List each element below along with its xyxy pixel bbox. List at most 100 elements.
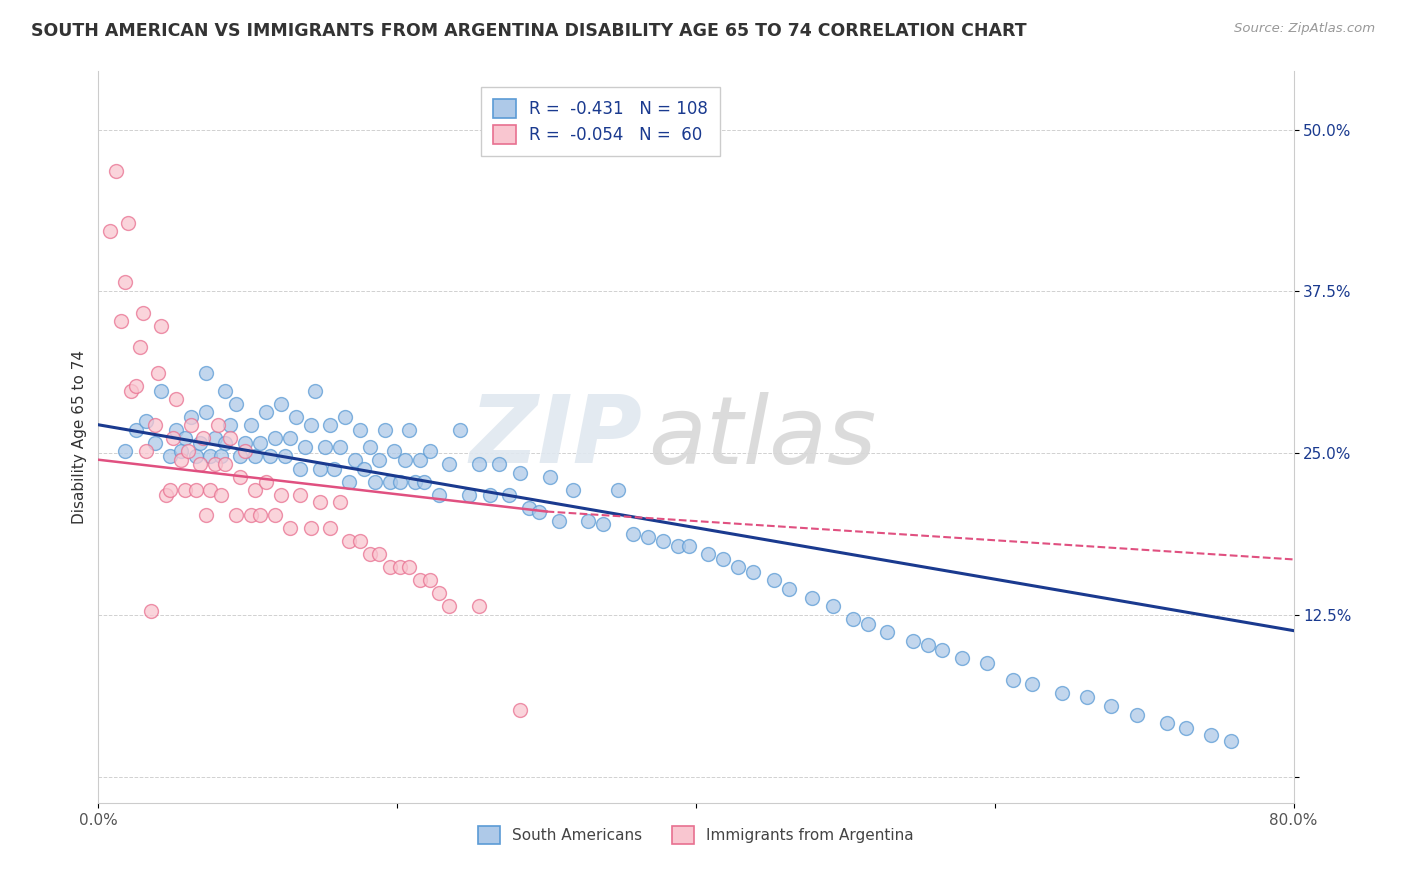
Point (727, 560, 749, 574)
Point (263, 508, 285, 523)
Point (856, 617, 879, 632)
Point (1001, 673, 1024, 687)
Point (592, 517, 614, 532)
Point (419, 443, 441, 458)
Point (274, 449, 297, 463)
Point (263, 431, 285, 445)
Point (398, 560, 420, 574)
Point (498, 488, 520, 502)
Point (225, 508, 247, 523)
Text: ZIP: ZIP (470, 391, 643, 483)
Point (842, 612, 865, 626)
Point (299, 417, 322, 432)
Point (249, 436, 271, 450)
Point (191, 431, 214, 445)
Point (349, 423, 371, 437)
Point (233, 436, 256, 450)
Text: Source: ZipAtlas.com: Source: ZipAtlas.com (1234, 22, 1375, 36)
Point (195, 405, 218, 419)
Point (304, 384, 326, 398)
Point (98, 224, 122, 238)
Point (404, 475, 426, 489)
Point (329, 495, 352, 509)
Point (378, 560, 401, 574)
Point (697, 547, 720, 561)
Point (294, 440, 316, 454)
Point (180, 417, 202, 432)
Point (413, 475, 436, 489)
Point (339, 475, 361, 489)
Point (169, 452, 191, 467)
Point (319, 417, 342, 432)
Point (368, 452, 391, 467)
Point (288, 462, 311, 476)
Point (353, 462, 375, 476)
Point (114, 276, 136, 290)
Point (254, 405, 277, 419)
Point (150, 319, 173, 334)
Point (209, 449, 232, 463)
Point (125, 423, 148, 437)
Point (621, 526, 644, 541)
Point (204, 431, 226, 445)
Point (278, 431, 301, 445)
Point (1219, 733, 1241, 747)
Point (308, 462, 330, 476)
Point (389, 475, 412, 489)
Point (319, 521, 342, 535)
Point (359, 547, 381, 561)
Point (219, 431, 242, 445)
Point (488, 457, 510, 471)
Point (678, 540, 700, 554)
Point (344, 452, 367, 467)
Point (408, 573, 430, 587)
Point (105, 164, 128, 178)
Point (254, 475, 277, 489)
Point (801, 591, 824, 606)
Point (184, 483, 207, 497)
Point (439, 599, 461, 613)
Point (278, 521, 301, 535)
Point (239, 417, 262, 432)
Point (917, 638, 939, 652)
Point (184, 449, 207, 463)
Point (329, 440, 352, 454)
Point (135, 443, 157, 458)
Point (778, 582, 800, 597)
Y-axis label: Disability Age 65 to 74: Disability Age 65 to 74 (72, 350, 87, 524)
Point (214, 457, 236, 471)
Point (249, 508, 271, 523)
Point (950, 650, 973, 665)
Point (976, 656, 998, 670)
Point (148, 366, 170, 380)
Point (200, 449, 222, 463)
Point (110, 314, 132, 328)
Point (1201, 729, 1223, 743)
Point (239, 508, 262, 523)
Point (1175, 721, 1198, 735)
Point (666, 540, 689, 554)
Point (207, 417, 229, 432)
Point (129, 340, 152, 354)
Point (209, 488, 232, 502)
Point (204, 457, 226, 471)
Point (165, 392, 187, 406)
Point (162, 431, 184, 445)
Point (159, 449, 181, 463)
Point (174, 483, 197, 497)
Point (1076, 690, 1098, 704)
Point (449, 423, 471, 437)
Point (180, 410, 202, 425)
Point (527, 504, 550, 518)
Point (315, 440, 337, 454)
Point (478, 488, 501, 502)
Point (225, 397, 247, 411)
Point (427, 586, 450, 600)
Point (139, 604, 162, 618)
Point (259, 449, 281, 463)
Point (823, 599, 845, 613)
Point (245, 449, 267, 463)
Point (741, 566, 763, 580)
Point (1099, 698, 1122, 713)
Point (901, 634, 924, 648)
